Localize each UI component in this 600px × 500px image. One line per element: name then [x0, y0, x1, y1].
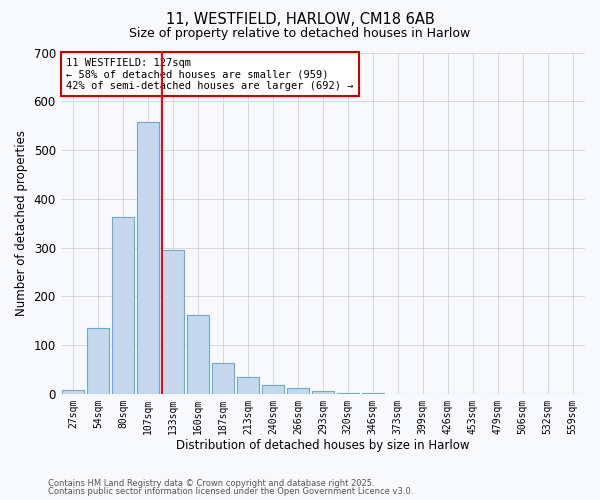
Text: Contains HM Land Registry data © Crown copyright and database right 2025.: Contains HM Land Registry data © Crown c… — [48, 478, 374, 488]
Text: 11, WESTFIELD, HARLOW, CM18 6AB: 11, WESTFIELD, HARLOW, CM18 6AB — [166, 12, 434, 28]
Bar — [187, 315, 209, 394]
Text: 11 WESTFIELD: 127sqm
← 58% of detached houses are smaller (959)
42% of semi-deta: 11 WESTFIELD: 127sqm ← 58% of detached h… — [66, 58, 353, 91]
Bar — [137, 122, 159, 394]
Y-axis label: Number of detached properties: Number of detached properties — [15, 130, 28, 316]
Bar — [262, 385, 284, 394]
Bar — [62, 390, 85, 394]
Bar — [311, 392, 334, 394]
Bar — [362, 393, 384, 394]
Bar — [287, 388, 309, 394]
Text: Size of property relative to detached houses in Harlow: Size of property relative to detached ho… — [130, 28, 470, 40]
Bar — [337, 393, 359, 394]
X-axis label: Distribution of detached houses by size in Harlow: Distribution of detached houses by size … — [176, 440, 470, 452]
Bar — [236, 377, 259, 394]
Bar — [87, 328, 109, 394]
Bar — [212, 363, 234, 394]
Text: Contains public sector information licensed under the Open Government Licence v3: Contains public sector information licen… — [48, 487, 413, 496]
Bar — [162, 250, 184, 394]
Bar — [112, 218, 134, 394]
